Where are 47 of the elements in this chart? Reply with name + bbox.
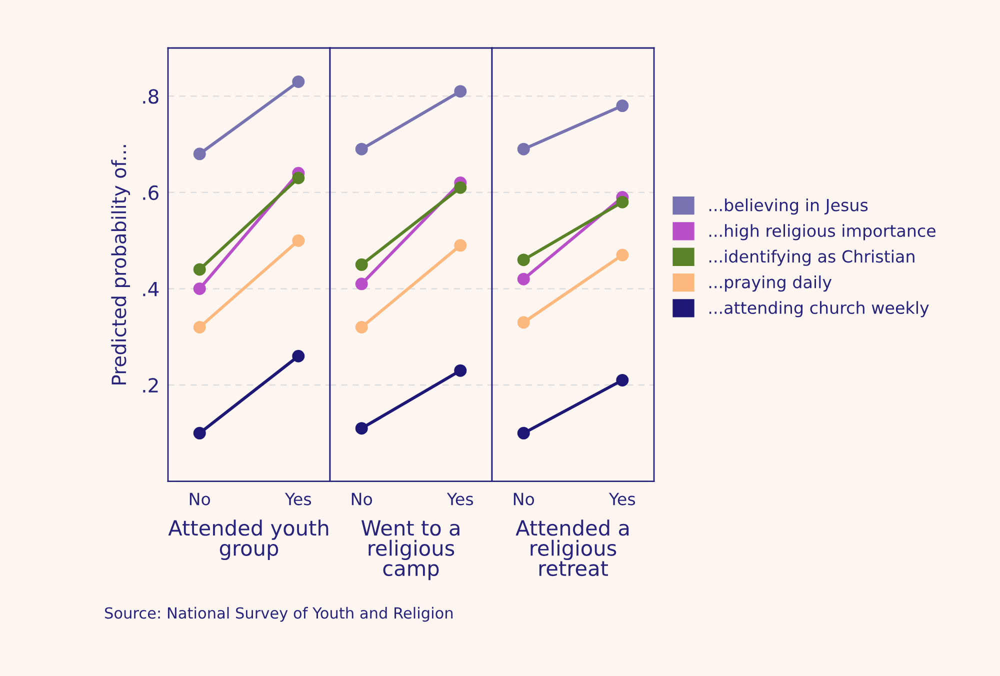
point — [355, 142, 368, 156]
point — [355, 258, 368, 271]
point — [193, 282, 206, 295]
x-tick-label: Yes — [608, 492, 636, 506]
point — [193, 148, 206, 160]
point — [355, 422, 368, 435]
point — [292, 75, 305, 88]
legend-label: ...attending church weekly — [709, 301, 929, 318]
x-axis-title: Attended a religious retreat — [516, 520, 629, 576]
x-tick-label: Yes — [446, 492, 474, 506]
point — [616, 248, 629, 262]
x-tick-label: Yes — [284, 492, 312, 506]
x-tick-label: No — [190, 492, 210, 506]
point — [616, 100, 629, 112]
point — [193, 263, 206, 276]
point — [292, 172, 305, 184]
point — [454, 85, 467, 98]
point — [616, 374, 629, 386]
source-note: Source: National Survey of Youth and Religion — [105, 606, 453, 622]
point — [355, 320, 368, 334]
point — [517, 316, 530, 329]
y-tick-label: .6 — [143, 185, 158, 200]
point — [616, 196, 629, 208]
point — [292, 350, 305, 362]
y-tick-label: .8 — [143, 89, 158, 104]
legend-label: ...high religious importance — [709, 224, 936, 240]
point — [193, 426, 206, 440]
y-tick-label: .4 — [143, 282, 159, 296]
point — [517, 426, 530, 440]
point — [517, 142, 530, 156]
point — [454, 364, 467, 377]
point — [454, 181, 467, 194]
point — [454, 239, 467, 252]
point — [355, 278, 368, 290]
y-axis-title: Predicted probability of... — [111, 145, 130, 384]
x-axis-title: Attended youth group — [168, 520, 328, 560]
point — [517, 272, 530, 286]
point — [292, 234, 305, 247]
point — [193, 320, 206, 334]
legend-label: ...believing in Jesus — [709, 198, 868, 215]
point — [517, 254, 530, 266]
legend-label: ...identifying as Christian — [709, 250, 914, 266]
legend-label: ...praying daily — [709, 275, 832, 292]
x-tick-label: No — [352, 492, 372, 506]
y-tick-label: .2 — [143, 378, 158, 392]
x-axis-title: Went to a religious camp — [361, 520, 460, 580]
x-tick-label: No — [514, 492, 534, 506]
